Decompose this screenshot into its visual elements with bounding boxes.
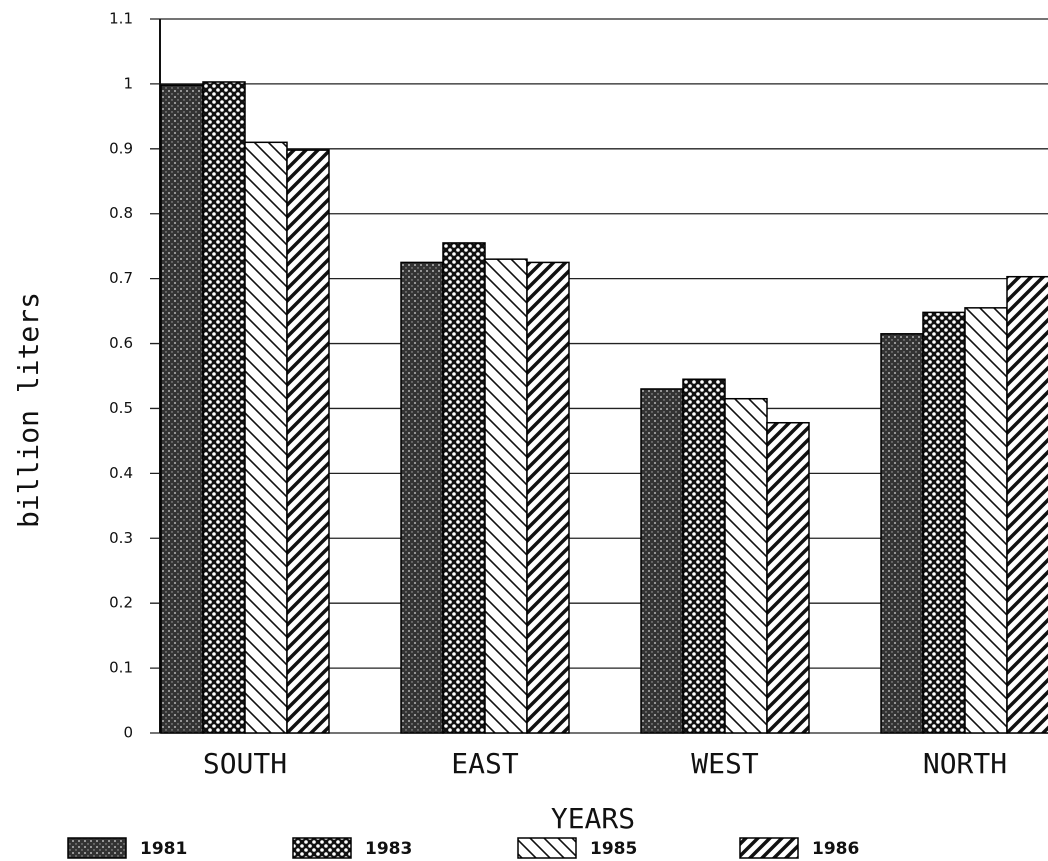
bar <box>286 149 330 734</box>
y-tick-label: 0.1 <box>109 659 133 677</box>
bar <box>766 421 810 734</box>
bar <box>880 333 924 734</box>
y-tick-label: 0.5 <box>109 399 133 417</box>
legend-label: 1981 <box>140 839 187 859</box>
y-tick-label: 1 <box>123 74 133 92</box>
bar <box>922 311 966 734</box>
bar <box>484 258 528 734</box>
x-axis-label: YEARS <box>551 802 635 835</box>
bar <box>400 261 444 734</box>
bar <box>160 84 204 734</box>
legend-label: 1983 <box>365 839 412 859</box>
y-tick-label: 0.9 <box>109 139 133 157</box>
x-tick-label: EAST <box>451 747 519 780</box>
y-tick-label: 0.8 <box>109 204 133 222</box>
x-tick-label: SOUTH <box>203 747 287 780</box>
y-tick-label: 0 <box>123 724 133 742</box>
bar <box>682 378 726 734</box>
bar <box>1006 275 1048 734</box>
legend-swatch <box>292 837 352 859</box>
y-tick-label: 0.6 <box>109 334 133 352</box>
bar <box>724 397 768 734</box>
x-tick-label: NORTH <box>923 747 1007 780</box>
legend-swatch <box>517 837 577 859</box>
y-tick-label: 0.3 <box>109 529 133 547</box>
y-axis-label: billion liters <box>12 292 45 528</box>
y-tick-label: 0.4 <box>109 464 133 482</box>
bar <box>202 81 246 734</box>
bar <box>964 307 1008 734</box>
x-tick-label: WEST <box>691 747 759 780</box>
legend-swatch <box>739 837 799 859</box>
y-tick-label: 0.7 <box>109 269 133 287</box>
bar <box>442 242 486 734</box>
bar <box>640 388 684 734</box>
bar <box>526 261 570 734</box>
y-tick-label: 0.2 <box>109 594 133 612</box>
legend-swatch <box>67 837 127 859</box>
legend-label: 1986 <box>812 839 859 859</box>
bar <box>244 141 288 734</box>
legend-label: 1985 <box>590 839 637 859</box>
y-tick-label: 1.1 <box>109 10 133 28</box>
